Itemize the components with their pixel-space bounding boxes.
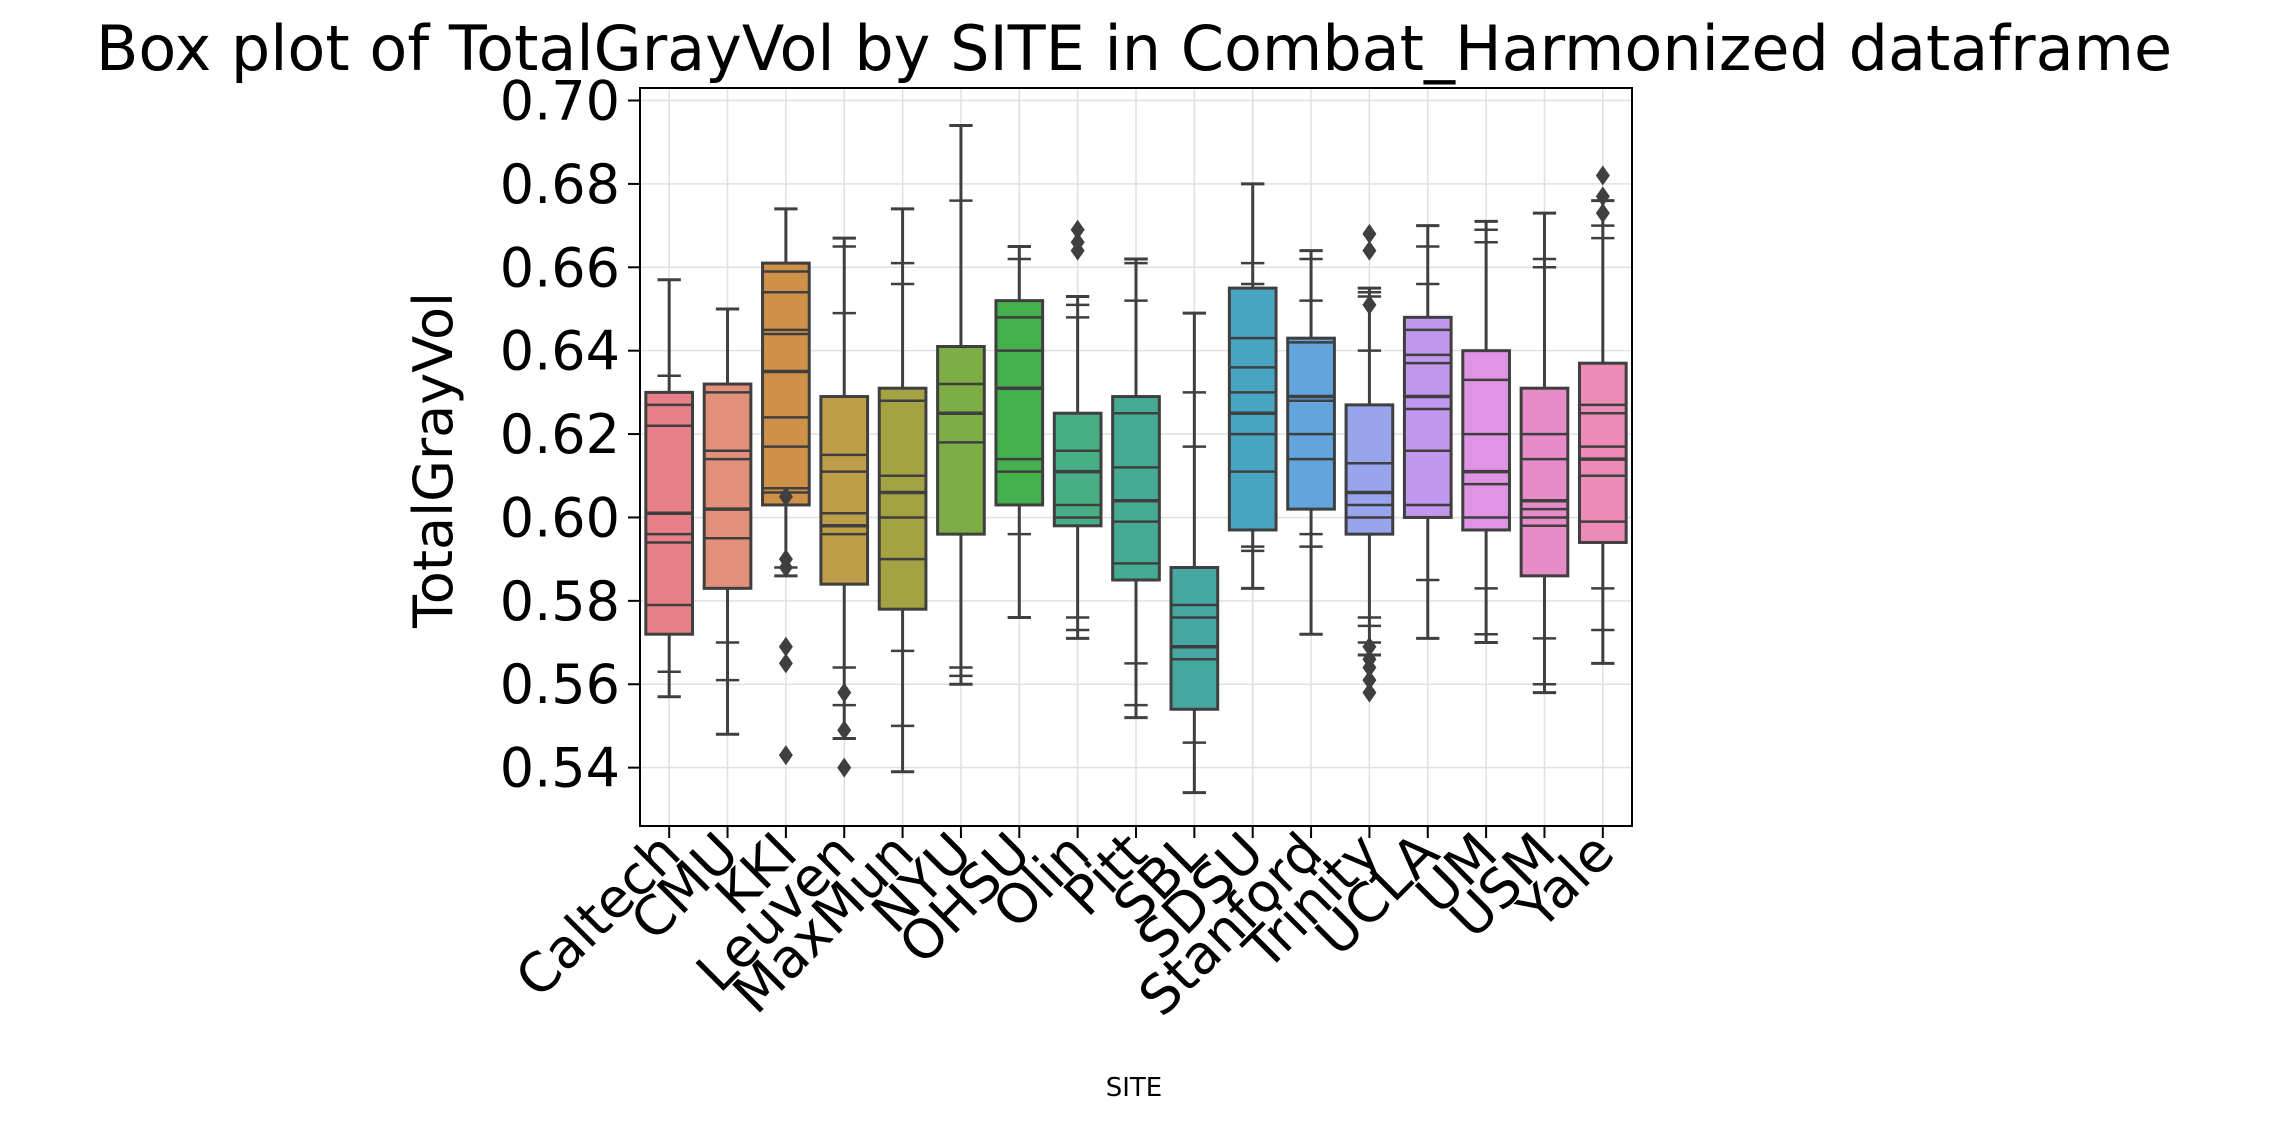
box-iqr <box>877 386 928 611</box>
box-ohsu <box>994 244 1045 620</box>
y-axis-ticks: 0.54 0.56 0.58 0.60 0.62 0.64 0.66 0.68 0.70 <box>500 70 640 800</box>
box-sdsu <box>1227 182 1278 590</box>
box-iqr <box>1286 336 1336 511</box>
box-olin <box>1052 219 1103 640</box>
outlier-point <box>778 549 793 570</box>
box-iqr <box>1344 403 1395 536</box>
box-iqr <box>1519 386 1570 578</box>
box-ucla <box>1402 224 1453 640</box>
y-tick-label: 0.64 <box>500 320 620 383</box>
y-tick-label: 0.62 <box>500 403 620 466</box>
box-pitt <box>1111 257 1161 720</box>
outlier-point <box>1595 203 1610 224</box>
box-maxmun <box>877 207 928 774</box>
y-tick-label: 0.66 <box>500 236 620 299</box>
box-usm <box>1519 211 1570 695</box>
y-tick-label: 0.58 <box>500 570 620 633</box>
box-cmu <box>702 307 753 736</box>
y-tick-label: 0.68 <box>500 153 620 216</box>
box-iqr <box>1577 361 1628 544</box>
outlier-point <box>778 653 793 674</box>
outlier-point <box>837 720 852 741</box>
y-tick-label: 0.54 <box>500 737 620 800</box>
outlier-point <box>778 486 793 507</box>
outlier-point <box>1362 294 1377 315</box>
x-axis-label: SITE <box>1106 1073 1162 1103</box>
box-iqr <box>1052 411 1103 528</box>
box-stanford <box>1286 249 1336 636</box>
outlier-point <box>1362 670 1377 691</box>
box-iqr <box>994 299 1045 507</box>
outlier-point <box>1070 232 1085 253</box>
box-kki <box>761 207 811 766</box>
box-iqr <box>819 395 870 586</box>
box-nyu <box>936 124 986 686</box>
box-iqr <box>761 261 811 507</box>
box-iqr <box>936 345 986 536</box>
box-layer <box>644 124 1628 795</box>
y-tick-label: 0.60 <box>500 486 620 549</box>
outlier-point <box>1595 186 1610 207</box>
outlier-point <box>1362 240 1377 261</box>
y-tick-label: 0.70 <box>500 70 620 133</box>
box-um <box>1461 219 1511 645</box>
outlier-point <box>837 757 852 778</box>
box-iqr <box>1227 286 1278 532</box>
chart-title: Box plot of TotalGrayVol by SITE in Comb… <box>96 12 2172 85</box>
outlier-point <box>1362 649 1377 670</box>
box-sbl <box>1169 311 1220 795</box>
box-yale <box>1577 165 1628 665</box>
outlier-point <box>1595 165 1610 186</box>
box-iqr <box>1111 395 1161 582</box>
box-iqr <box>1402 315 1453 519</box>
outlier-point <box>1070 219 1085 240</box>
box-iqr <box>1461 349 1511 532</box>
outlier-point <box>1362 682 1377 703</box>
box-iqr <box>702 382 753 590</box>
outlier-point <box>778 636 793 657</box>
outlier-point <box>1362 636 1377 657</box>
outlier-point <box>1362 223 1377 244</box>
outlier-point <box>837 682 852 703</box>
y-tick-label: 0.56 <box>500 653 620 716</box>
box-iqr <box>1169 565 1220 711</box>
box-caltech <box>644 278 695 699</box>
box-leuven <box>819 236 870 778</box>
y-axis-label: TotalGrayVol <box>402 292 465 629</box>
outlier-point <box>778 745 793 766</box>
box-trinity <box>1344 223 1395 703</box>
